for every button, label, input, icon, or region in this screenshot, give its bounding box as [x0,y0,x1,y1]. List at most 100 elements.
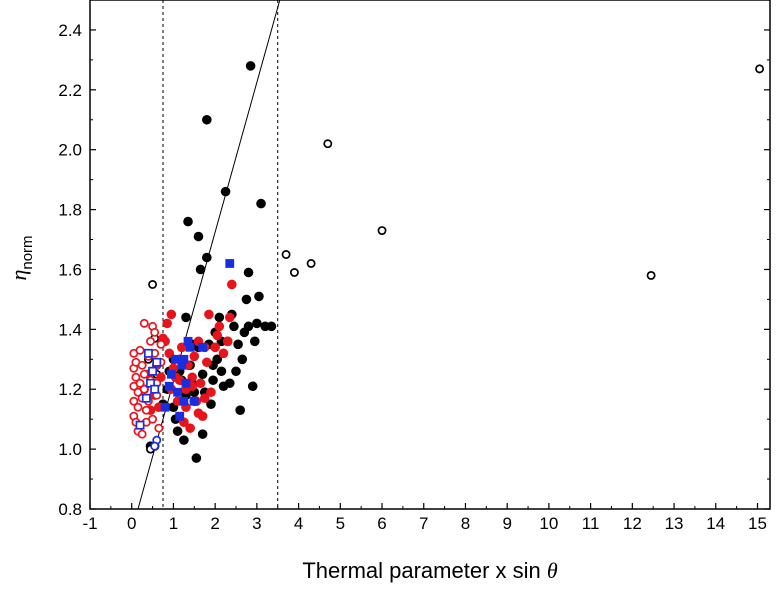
data-point [166,309,177,320]
data-point [233,339,243,350]
data-point [243,267,254,278]
data-point [204,309,214,320]
data-point [199,393,210,404]
data-point [133,402,143,412]
data-point [129,396,139,406]
data-point [181,378,191,388]
data-point [218,348,229,359]
data-point [243,321,254,332]
data-point [202,357,212,368]
data-point [185,342,195,352]
data-point [254,291,264,302]
x-tick-label: 13 [665,514,684,533]
y-tick-label: 1.2 [58,380,82,399]
data-point [235,405,245,415]
data-point [150,327,160,337]
data-point [198,342,208,352]
x-tick-label: 9 [502,514,511,533]
data-point [247,381,258,392]
data-point [245,61,256,71]
data-point [210,342,220,353]
data-point [266,321,277,332]
y-axis-title: ηnorm [6,235,36,280]
data-point [179,435,189,445]
y-tick-label: 0.8 [58,500,82,519]
data-point [183,216,193,227]
data-point [135,345,145,355]
x-tick-label: 3 [252,514,261,533]
data-point [179,396,189,406]
x-axis: -1 0 1 2 3 4 5 6 7 8 9 10 11 12 13 14 15 [82,503,767,533]
data-point [189,351,200,362]
data-point [755,64,765,74]
data-point [137,429,147,439]
data-point [202,252,212,263]
data-point [141,405,151,415]
data-point [164,381,174,391]
data-point [152,357,162,367]
data-point [281,250,291,259]
data-point [193,408,204,418]
plot-frame [89,0,771,510]
y-tick-label: 2.4 [58,21,82,40]
data-point [166,369,176,379]
y-tick-label: 2.2 [58,81,82,100]
data-point [156,339,166,349]
plot-area [89,0,771,510]
x-tick-label: 1 [169,514,178,533]
data-point [150,384,160,394]
data-point [323,139,333,149]
data-point [148,414,158,424]
data-point [195,264,206,275]
data-point [214,312,225,323]
data-point [646,271,656,280]
x-tick-label: 8 [461,514,470,533]
data-point [189,396,199,406]
data-point [131,372,141,382]
y-tick-label: 2.0 [58,141,82,160]
x-tick-label: 11 [582,514,600,533]
data-point [179,354,189,364]
data-point [137,360,147,370]
data-point [139,384,149,394]
data-point [143,348,153,358]
data-point [249,336,260,347]
x-tick-label: 4 [294,514,303,533]
data-point [160,402,170,412]
data-points [129,61,765,463]
y-tick-label: 1.6 [58,260,82,279]
x-tick-label: 0 [127,514,136,533]
data-point [377,226,387,235]
data-point [237,354,248,365]
data-point [206,399,216,410]
x-axis-title: Thermal parameter x sin θ [302,558,558,583]
data-point [146,336,155,346]
data-point [256,198,266,209]
data-point [148,366,158,376]
x-tick-label: 7 [419,514,428,533]
data-point [195,378,206,389]
y-tick-label: 1.4 [58,320,82,339]
x-tick-label: 15 [748,514,767,533]
y-tick-label: 1.0 [58,440,82,459]
data-point [135,420,145,430]
data-point [208,375,218,386]
data-point [193,231,204,242]
data-point [306,259,316,268]
x-tick-label: 5 [336,514,345,533]
data-point [141,393,151,403]
data-point [171,354,180,364]
data-point [181,312,191,323]
x-tick-label: -1 [82,514,97,533]
x-tick-label: 14 [706,514,725,533]
data-point [150,441,160,451]
data-point [162,318,172,329]
x-tick-label: 12 [623,514,642,533]
data-point [135,378,145,388]
data-point [214,321,225,332]
y-tick-label: 1.8 [58,201,82,220]
x-tick-label: 10 [539,514,558,533]
data-point [252,318,262,329]
data-point [173,387,183,397]
